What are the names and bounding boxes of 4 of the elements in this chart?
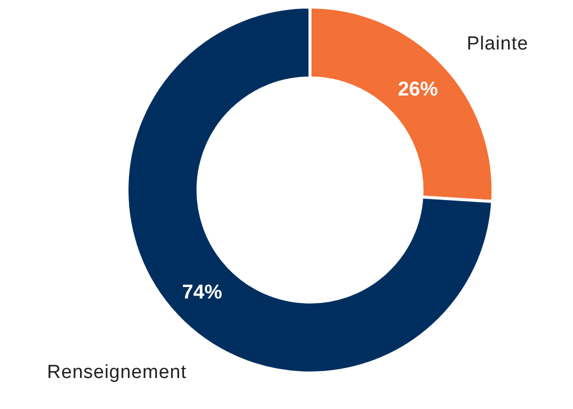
slice-label: Plainte: [466, 33, 528, 54]
data-label: 74%: [182, 281, 222, 304]
data-label: 26%: [398, 78, 438, 101]
slice-label: Renseignement: [47, 362, 187, 384]
